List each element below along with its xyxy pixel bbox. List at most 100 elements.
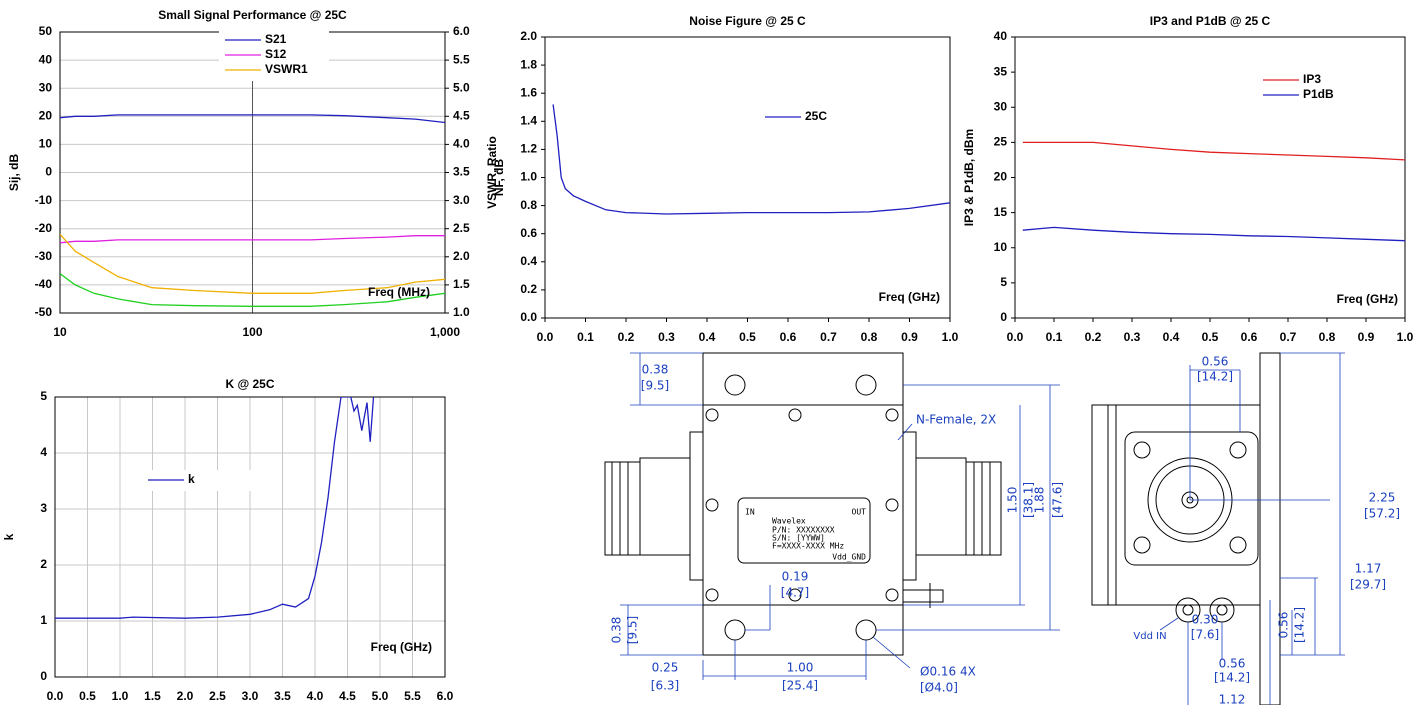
legend-box (142, 470, 252, 491)
dim-label: 0.56 (1277, 612, 1291, 639)
y-tick-label: 50 (39, 24, 53, 38)
dim-label: 2.25 (1369, 491, 1396, 505)
flange (702, 352, 904, 656)
legend-label: IP3 (1303, 72, 1321, 86)
dim-label: [14.2] (1197, 370, 1233, 384)
y-tick-label: 1.0 (520, 170, 537, 184)
dim-label: [25.4] (782, 679, 818, 693)
y2-axis-label: VSWR, Ratio (485, 136, 499, 209)
dim-label: 1.00 (787, 661, 814, 675)
y-axis-label: NF, dB (492, 159, 506, 197)
y-tick-label: 1.4 (520, 113, 537, 127)
y-tick-label: 0 (45, 165, 52, 179)
y-tick-label: 0 (1000, 310, 1007, 324)
bias-pin (902, 583, 944, 608)
x-tick-label: 1.5 (144, 689, 161, 703)
y-tick-label: 0.6 (520, 226, 537, 240)
x-axis-label: Freq (GHz) (1337, 292, 1398, 306)
dim-label: 0.25 (652, 661, 679, 675)
dim-label: [7.6] (1191, 628, 1219, 642)
x-tick-label: 5.0 (372, 689, 389, 703)
y-tick-label: 0.2 (520, 282, 537, 296)
connector-left (604, 431, 704, 581)
y-tick-label: 15 (994, 205, 1008, 219)
legend-label: k (188, 472, 195, 486)
x-tick-label: 10 (53, 325, 67, 339)
chart-title: K @ 25C (225, 377, 274, 391)
y-axis-label: k (2, 533, 16, 540)
connector-right (902, 431, 1002, 581)
plate-text: Vdd_GND (832, 553, 866, 562)
y-tick-label: -40 (35, 277, 53, 291)
side-dimension-lines (1159, 352, 1345, 705)
plate-text: P/N: XXXXXXXX (772, 526, 835, 535)
x-tick-label: 0.9 (1358, 330, 1375, 344)
plate-text: S/N: [YYWW] (772, 534, 825, 543)
x-tick-label: 0.2 (618, 330, 635, 344)
series-line (60, 233, 445, 294)
dim-label: [4.7] (781, 586, 809, 600)
y-tick-label: -30 (35, 249, 53, 263)
series-line (60, 114, 445, 124)
x-tick-label: 0.5 (1202, 330, 1219, 344)
y-tick-label: 0 (40, 669, 47, 683)
dim-label: 0.56 (1202, 355, 1229, 369)
dimension-lines (620, 352, 1060, 680)
y-tick-label: -10 (35, 193, 53, 207)
x-tick-label: 3.5 (274, 689, 291, 703)
legend-box (759, 107, 869, 128)
x-tick-label: 0.7 (1280, 330, 1297, 344)
connector-face (1124, 431, 1259, 566)
y2-tick-label: 5.0 (453, 80, 470, 94)
x-tick-label: 0.7 (820, 330, 837, 344)
y-tick-label: 35 (994, 64, 1008, 78)
dim-label: Ø0.16 4X (920, 665, 976, 679)
plate-text: OUT (852, 508, 867, 517)
series-line (1022, 226, 1405, 242)
y-tick-label: 5 (40, 389, 47, 403)
y2-tick-label: 1.5 (453, 277, 470, 291)
x-tick-label: 0.1 (577, 330, 594, 344)
y-tick-label: 0.8 (520, 198, 537, 212)
x-tick-label: 0.5 (739, 330, 756, 344)
y-tick-label: 25 (994, 135, 1008, 149)
x-tick-label: 0.5 (79, 689, 96, 703)
legend-box (1257, 70, 1367, 106)
plot-frame (544, 36, 951, 319)
x-tick-label: 2.5 (209, 689, 226, 703)
dim-label: 1.17 (1355, 562, 1382, 576)
x-tick-label: 0.2 (1085, 330, 1102, 344)
y-tick-label: 3 (40, 501, 47, 515)
dim-label: Vdd IN (1133, 631, 1166, 642)
legend-label: S21 (265, 32, 287, 46)
x-tick-label: 1.0 (1397, 330, 1414, 344)
series-line (60, 235, 445, 244)
chart: IP3 and P1dB @ 25 C 0 5 10 15 20 25 30 35 40 0.0 0.… (962, 14, 1413, 344)
y-tick-label: 1 (40, 613, 47, 627)
x-tick-label: 0.4 (699, 330, 716, 344)
y-tick-label: -50 (35, 305, 53, 319)
x-axis-label: Freq (MHz) (368, 285, 430, 299)
y2-tick-label: 6.0 (453, 24, 470, 38)
plot-frame (1014, 36, 1406, 319)
dim-label: 0.30 (1192, 613, 1219, 627)
x-tick-label: 2.0 (177, 689, 194, 703)
y2-tick-label: 3.5 (453, 165, 470, 179)
legend-label: 25C (805, 109, 827, 123)
x-tick-label: 5.5 (404, 689, 421, 703)
dim-label: [9.5] (626, 616, 640, 644)
y-tick-label: 30 (39, 80, 53, 94)
y-tick-label: 5 (1000, 275, 1007, 289)
dim-label: [6.3] (651, 679, 679, 693)
x-tick-label: 0.4 (1163, 330, 1180, 344)
dim-label: N-Female, 2X (916, 413, 996, 427)
y-tick-label: 4 (40, 445, 47, 459)
x-tick-label: 0.0 (47, 689, 64, 703)
dim-label: 0.38 (610, 617, 624, 644)
chart-title: IP3 and P1dB @ 25 C (1150, 14, 1271, 28)
x-tick-label: 0.6 (780, 330, 797, 344)
x-tick-label: 0.9 (901, 330, 918, 344)
series-line (1022, 141, 1405, 161)
y-tick-label: 10 (39, 137, 53, 151)
